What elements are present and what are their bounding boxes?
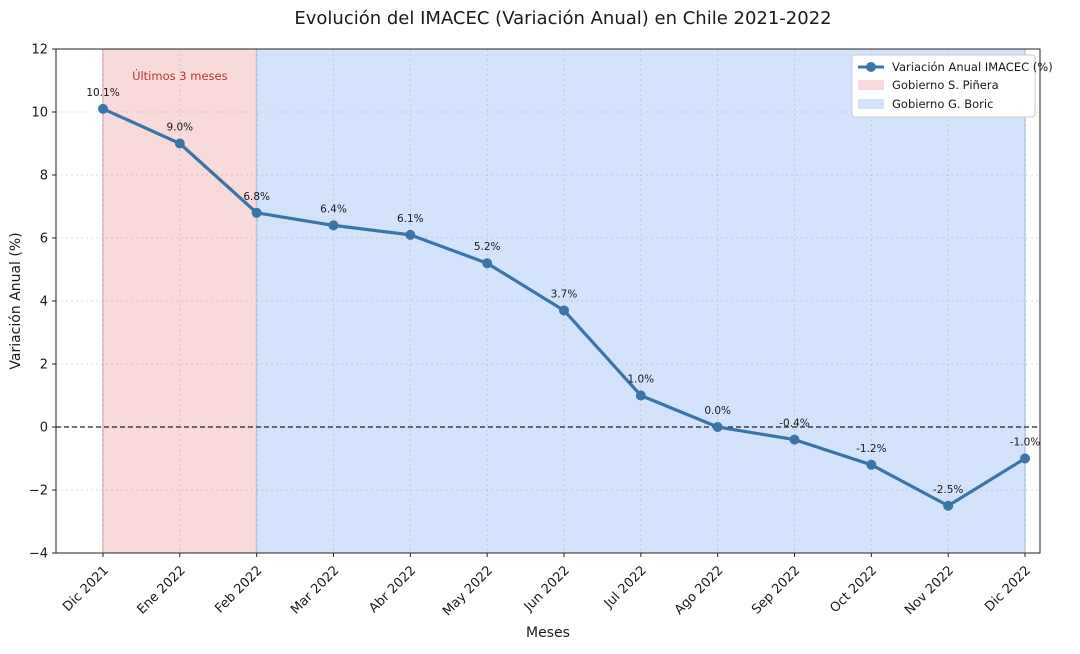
data-label-0: 10.1%	[86, 87, 119, 99]
y-tick-label-5: 6	[40, 232, 48, 247]
data-point-2	[251, 207, 262, 218]
y-tick-label-4: 4	[40, 295, 48, 310]
x-tick-label-3: Mar 2022	[288, 563, 342, 617]
legend-label-series: Variación Anual IMACEC (%)	[892, 60, 1053, 74]
data-label-6: 3.7%	[551, 288, 578, 300]
data-label-10: -1.2%	[856, 443, 886, 455]
data-point-3	[328, 220, 339, 231]
shaded-region-0	[103, 49, 257, 553]
data-point-10	[866, 459, 877, 470]
data-point-11	[943, 500, 954, 511]
data-label-8: 0.0%	[704, 405, 731, 417]
data-point-7	[635, 390, 646, 401]
x-tick-label-10: Oct 2022	[827, 563, 880, 616]
legend-swatch-pinera	[858, 80, 884, 90]
ultimos-meses-annotation: Últimos 3 meses	[132, 68, 228, 83]
data-label-1: 9.0%	[166, 122, 193, 134]
data-point-8	[712, 422, 723, 432]
y-tick-label-7: 10	[31, 106, 48, 121]
y-tick-label-6: 8	[40, 169, 48, 184]
data-label-9: -0.4%	[779, 418, 809, 430]
y-tick-label-8: 12	[31, 43, 48, 58]
legend-swatch-boric	[858, 99, 884, 109]
y-tick-label-3: 2	[40, 358, 48, 373]
y-tick-label-1: −2	[29, 484, 48, 499]
x-axis-label: Meses	[526, 625, 570, 641]
x-tick-label-6: Jun 2022	[521, 563, 573, 615]
data-point-5	[482, 258, 493, 269]
x-tick-label-1: Ene 2022	[134, 563, 188, 617]
x-tick-label-12: Dic 2022	[982, 563, 1034, 615]
data-point-4	[405, 229, 416, 240]
data-label-2: 6.8%	[243, 191, 270, 203]
x-tick-label-7: Jul 2022	[601, 563, 650, 612]
x-tick-label-2: Feb 2022	[212, 563, 265, 616]
y-tick-label-2: 0	[40, 421, 48, 436]
data-label-11: -2.5%	[933, 484, 963, 496]
data-point-9	[789, 434, 800, 445]
legend: Variación Anual IMACEC (%) Gobierno S. P…	[851, 54, 1053, 118]
data-label-7: 1.0%	[627, 374, 654, 386]
data-label-12: -1.0%	[1010, 437, 1040, 449]
y-axis-label: Variación Anual (%)	[8, 232, 24, 369]
data-label-5: 5.2%	[474, 241, 501, 253]
data-label-3: 6.4%	[320, 203, 347, 215]
x-tick-label-8: Ago 2022	[672, 563, 727, 618]
data-point-0	[98, 103, 108, 114]
legend-label-boric: Gobierno G. Boric	[892, 97, 993, 111]
x-tick-label-0: Dic 2021	[60, 563, 112, 615]
legend-box	[851, 54, 1036, 118]
shaded-region-1	[256, 49, 1026, 553]
y-tick-label-0: −4	[29, 547, 48, 562]
x-tick-label-9: Sep 2022	[749, 563, 803, 617]
data-label-4: 6.1%	[397, 213, 424, 225]
x-tick-label-11: Nov 2022	[902, 563, 957, 618]
legend-label-pinera: Gobierno S. Piñera	[892, 78, 999, 92]
chart-title: Evolución del IMACEC (Variación Anual) e…	[294, 8, 831, 29]
data-point-6	[559, 305, 569, 316]
x-tick-label-4: Abr 2022	[366, 563, 419, 616]
data-point-1	[174, 138, 185, 149]
legend-marker-swatch	[866, 62, 876, 72]
data-point-12	[1020, 453, 1030, 464]
x-tick-label-5: May 2022	[440, 563, 496, 619]
